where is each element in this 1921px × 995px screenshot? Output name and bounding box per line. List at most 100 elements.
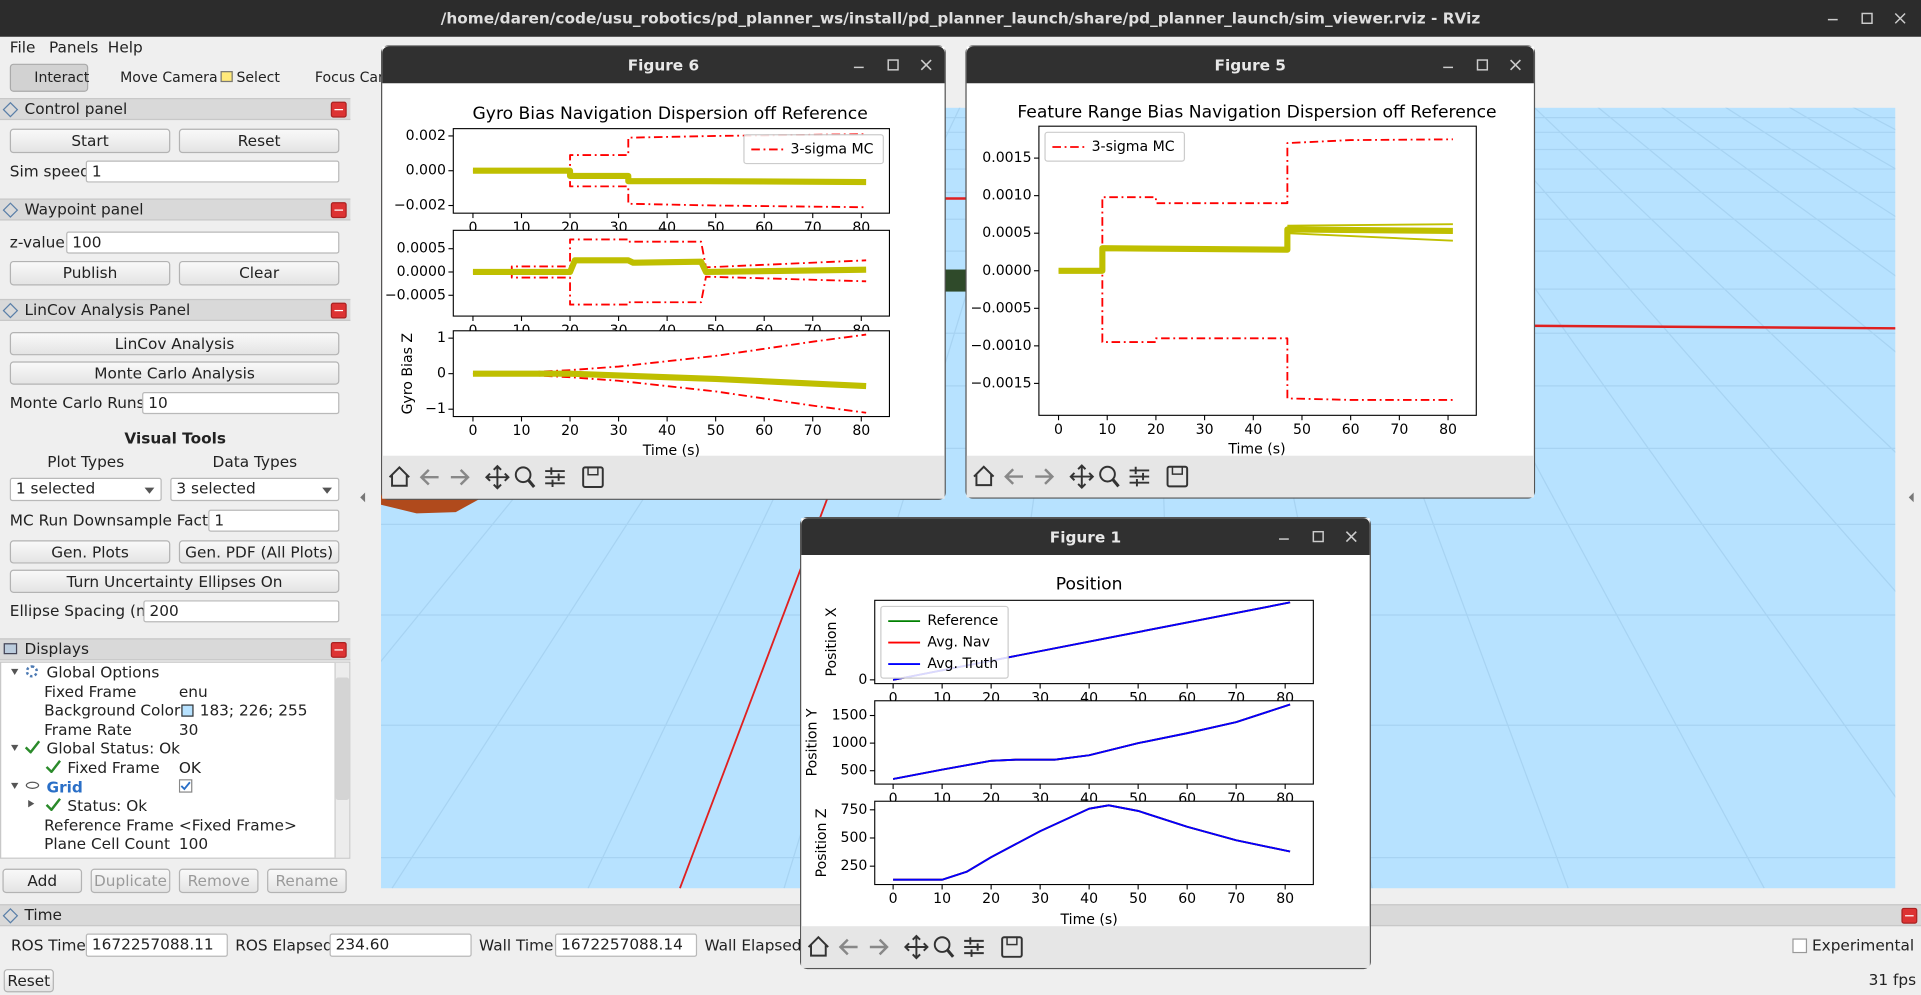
field-label: ROS Elapsed: [235, 935, 338, 955]
checkbox[interactable] [178, 779, 194, 794]
tree-item[interactable]: Global Options [46, 662, 160, 682]
downsample-field[interactable]: 1 [208, 509, 340, 532]
expand-arrow[interactable] [11, 782, 19, 789]
tool-move-camera[interactable]: Move Camera [105, 69, 218, 87]
object [944, 269, 967, 292]
tool-select[interactable]: Select [236, 68, 280, 86]
field-label: Wall Time: [479, 935, 559, 955]
status-check [24, 740, 41, 754]
grid-line [1533, 107, 1896, 453]
close-button[interactable] [330, 302, 347, 319]
property-value[interactable]: <Fixed Frame> [178, 815, 297, 835]
mc-runs-field[interactable]: 10 [142, 392, 340, 415]
scrollbar-thumb[interactable] [335, 677, 350, 801]
menu-item[interactable]: File [9, 37, 36, 57]
property-name: Background Color [44, 701, 181, 720]
plot-types-combo[interactable]: 1 selected [9, 477, 162, 502]
wall-time-field[interactable]: 1672257088.14 [554, 933, 698, 957]
tree-item[interactable]: Status: Ok [67, 796, 148, 815]
field-label: Plot Types [47, 452, 125, 471]
section-title: Visual Tools [124, 428, 226, 448]
tool-interact[interactable]: Interact [20, 68, 90, 87]
z-value-field[interactable]: 100 [66, 231, 340, 254]
title-bar: /home/daren/code/usu_robotics/pd_planner… [0, 0, 1921, 37]
background [381, 107, 1896, 889]
property-value: OK [178, 758, 201, 777]
combo-text: 1 selected [15, 479, 96, 498]
start-button[interactable]: Start [9, 128, 171, 154]
field-label: Wall Elapsed: [704, 935, 807, 955]
gen-plots-button[interactable]: Gen. Plots [9, 540, 171, 564]
rename-button: Rename [267, 868, 347, 894]
panel-title: Displays [24, 639, 89, 658]
status-check [45, 798, 61, 812]
field-label: Monte Carlo Runs: [9, 393, 150, 412]
remove-button: Remove [178, 868, 259, 894]
gen-pdf-button[interactable]: Gen. PDF (All Plots) [178, 540, 340, 564]
property-value[interactable]: 183; 226; 255 [199, 701, 308, 720]
reset-button[interactable]: Reset [178, 128, 340, 154]
property-name: Reference Frame [44, 815, 174, 835]
close-button[interactable] [330, 202, 347, 219]
displays-tree: Global Options Fixed Frame enu Backgroun… [0, 661, 351, 859]
tool-button-active[interactable] [9, 63, 89, 92]
menu-item[interactable]: Panels [49, 37, 99, 57]
ros-time-field[interactable]: 1672257088.11 [85, 933, 228, 957]
grid-line [1406, 107, 1896, 798]
field-label: Data Types [212, 452, 298, 471]
collapse-left[interactable] [360, 492, 366, 503]
collapse-right[interactable] [1908, 492, 1914, 503]
panel-title: Control panel [24, 99, 128, 118]
displays-icon [3, 643, 18, 655]
combo-arrow [144, 487, 155, 494]
data-types-combo[interactable]: 3 selected [170, 477, 340, 502]
monte-carlo-button[interactable]: Monte Carlo Analysis [9, 361, 340, 385]
clear-button[interactable]: Clear [178, 260, 340, 286]
property-name: Frame Rate [44, 720, 132, 739]
grid-line [1469, 107, 1896, 593]
window-title: /home/daren/code/usu_robotics/pd_planner… [440, 8, 1481, 27]
close-button[interactable] [1901, 907, 1918, 924]
checkbox-label[interactable]: Experimental [1811, 935, 1915, 955]
property-name: Plane Cell Count [44, 834, 170, 854]
expand-arrow[interactable] [11, 744, 19, 752]
status-check [45, 760, 61, 774]
add-button[interactable]: Add [2, 868, 83, 894]
tree-item[interactable]: Global Status: Ok [46, 739, 181, 758]
tree-item[interactable]: Grid [46, 777, 83, 796]
close-button[interactable] [330, 641, 347, 658]
field-label: Ellipse Spacing (m): [9, 601, 163, 620]
property-value[interactable]: 100 [178, 834, 209, 854]
publish-button[interactable]: Publish [9, 260, 171, 286]
ellipses-button[interactable]: Turn Uncertainty Ellipses On [9, 569, 340, 593]
field-label: ROS Time: [11, 935, 91, 955]
tool-label: Interact [34, 68, 90, 86]
combo-text: 3 selected [176, 479, 256, 498]
expand-arrow[interactable] [28, 800, 35, 808]
checkbox[interactable] [1792, 938, 1808, 954]
eye-icon [25, 781, 40, 789]
close-button[interactable] [330, 101, 347, 118]
property-value[interactable]: 30 [178, 720, 199, 739]
expand-arrow[interactable] [11, 668, 19, 676]
field-label: MC Run Downsample Factor: [9, 510, 229, 530]
property-name: Fixed Frame [67, 758, 160, 777]
panel-header: Control panel [0, 98, 351, 121]
ros-elapsed-field[interactable]: 234.60 [329, 933, 472, 957]
ellipse-spacing-field[interactable]: 200 [143, 600, 340, 623]
menu-item[interactable]: Help [107, 37, 143, 57]
panel-header: LinCov Analysis Panel [0, 298, 351, 321]
fps-label: 31 fps [1868, 970, 1917, 989]
sim-speed-field[interactable]: 1 [85, 160, 340, 183]
reset-button[interactable]: Reset [3, 969, 54, 993]
grid-line [1597, 107, 1896, 353]
lincov-button[interactable]: LinCov Analysis [9, 332, 340, 356]
panel-title: Time [24, 905, 62, 924]
color-swatch [181, 704, 194, 717]
property-value[interactable]: enu [178, 681, 208, 701]
window-controls[interactable] [1819, 6, 1917, 31]
field-label: z-value: [9, 232, 70, 252]
